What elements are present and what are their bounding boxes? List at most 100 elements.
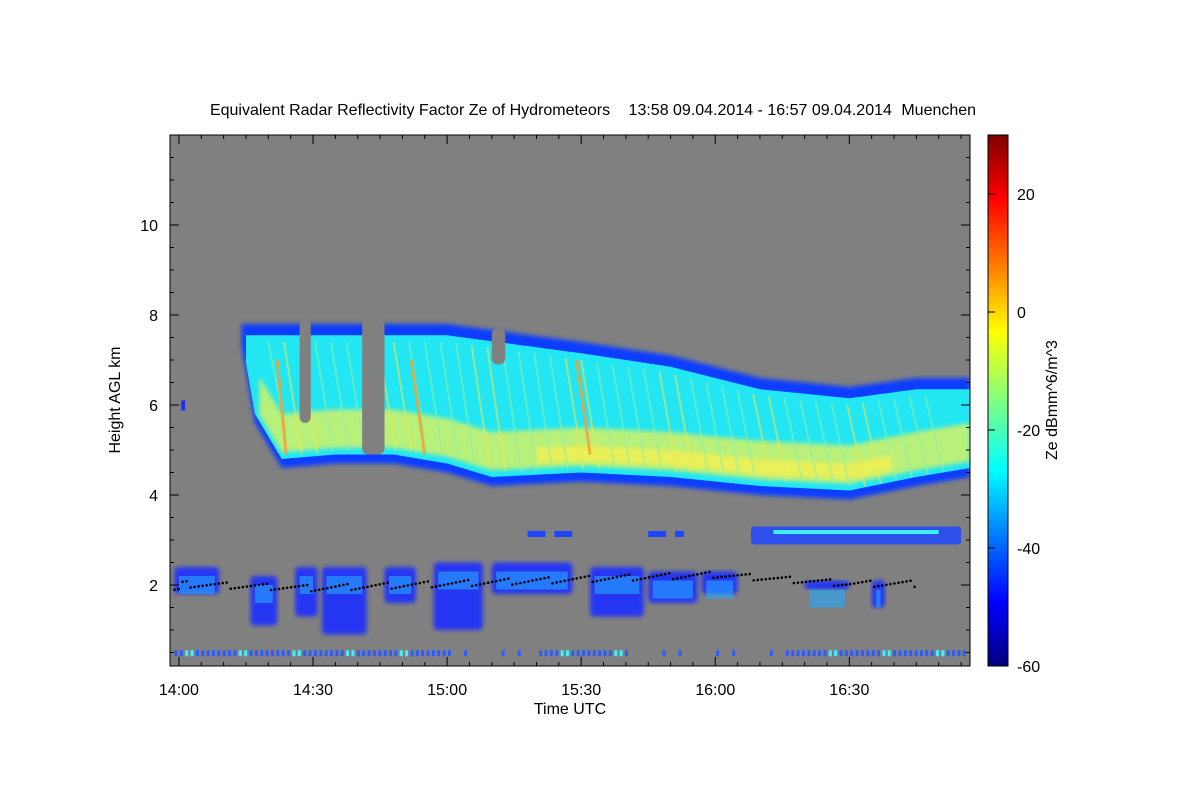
ground-clutter bbox=[287, 650, 291, 657]
melting-layer-point bbox=[466, 578, 470, 582]
mid-echo-speck bbox=[554, 531, 573, 537]
melting-layer-point bbox=[881, 584, 884, 587]
ground-clutter bbox=[812, 650, 816, 657]
melting-layer-point bbox=[317, 588, 321, 592]
ground-clutter bbox=[195, 650, 199, 657]
ground-clutter bbox=[303, 650, 307, 657]
ground-clutter bbox=[850, 650, 854, 657]
ground-clutter bbox=[539, 650, 543, 657]
melting-layer-point bbox=[338, 584, 341, 587]
ground-clutter bbox=[281, 650, 285, 657]
ground-clutter bbox=[442, 650, 446, 657]
melting-layer-point bbox=[752, 579, 755, 582]
fall-streak bbox=[455, 343, 475, 462]
ground-clutter bbox=[179, 650, 183, 657]
melting-layer-point bbox=[446, 582, 450, 586]
melting-layer-point bbox=[772, 577, 776, 580]
melting-layer-point bbox=[659, 573, 663, 577]
melting-layer-point bbox=[434, 585, 438, 588]
melting-layer-point bbox=[293, 585, 297, 588]
colorbar-gradient bbox=[987, 134, 1009, 667]
ground-clutter bbox=[228, 650, 232, 657]
melting-layer-point bbox=[297, 584, 301, 588]
ground-clutter bbox=[249, 650, 253, 657]
fall-streak bbox=[893, 398, 913, 478]
melting-layer-point bbox=[225, 581, 229, 584]
fall-streak bbox=[689, 378, 710, 475]
ground-clutter bbox=[233, 650, 237, 657]
melting-layer-point bbox=[519, 581, 522, 585]
ground-clutter bbox=[582, 650, 586, 657]
ground-clutter bbox=[399, 650, 403, 657]
colorbar-label: Ze dBmm^6/m^3 bbox=[1044, 340, 1061, 460]
fall-streak bbox=[877, 400, 898, 481]
fall-streak bbox=[533, 353, 554, 471]
melting-layer-point bbox=[321, 587, 325, 591]
fall-streak bbox=[736, 390, 757, 480]
melting-layer-point bbox=[313, 589, 317, 592]
melting-layer-point bbox=[535, 578, 538, 582]
melting-layer-point bbox=[269, 588, 273, 592]
melting-layer-point bbox=[643, 576, 647, 580]
fall-streak bbox=[861, 402, 882, 484]
ground-clutter bbox=[308, 650, 312, 657]
ground-clutter bbox=[619, 650, 623, 657]
fall-streak bbox=[282, 341, 303, 455]
ground-clutter bbox=[410, 650, 414, 657]
melting-layer-point bbox=[249, 584, 253, 588]
melting-layer-point bbox=[583, 575, 587, 579]
fall-streak bbox=[392, 341, 413, 451]
melting-layer-point bbox=[426, 580, 430, 583]
melting-layer-point bbox=[265, 582, 269, 586]
ground-clutter bbox=[882, 650, 886, 657]
isolated-echo bbox=[181, 400, 186, 411]
melting-layer-point bbox=[639, 577, 643, 581]
melting-layer-point bbox=[607, 577, 611, 580]
ground-clutter bbox=[297, 650, 301, 657]
fall-streak bbox=[658, 371, 679, 473]
x-tick-label: 16:30 bbox=[829, 682, 869, 699]
colorbar-ticks: 20 0 -20 -40 -60 bbox=[988, 187, 1040, 676]
low-cloud-fragment-core bbox=[652, 580, 693, 599]
melting-layer-point bbox=[901, 580, 904, 584]
colorbar-tick-label: -20 bbox=[1017, 423, 1040, 440]
colorbar-tick-label: -60 bbox=[1017, 659, 1040, 676]
main-cloud-core bbox=[259, 376, 970, 484]
fall-streak bbox=[642, 369, 663, 472]
melting-layer-point bbox=[615, 575, 619, 579]
melting-layer-point bbox=[309, 589, 313, 593]
melting-layer-point bbox=[667, 571, 671, 575]
melting-layer-point bbox=[301, 584, 305, 587]
melting-layer-point bbox=[856, 581, 860, 585]
melting-layer-point bbox=[848, 582, 852, 586]
ground-clutter bbox=[678, 650, 682, 657]
melting-layer-point bbox=[410, 583, 414, 586]
strong-echo-streak bbox=[409, 359, 427, 455]
fall-streak bbox=[580, 359, 601, 469]
ground-clutter bbox=[174, 650, 178, 657]
melting-layer-point bbox=[784, 575, 788, 579]
mid-echo-speck bbox=[648, 531, 667, 537]
colorbar-tick-label: 20 bbox=[1017, 187, 1035, 204]
ground-clutter bbox=[919, 650, 923, 657]
melting-layer-point bbox=[611, 576, 615, 580]
melting-layer-point bbox=[663, 572, 667, 576]
melting-layer-point bbox=[438, 584, 442, 587]
melting-layer-point bbox=[820, 578, 824, 582]
plot-frame bbox=[169, 134, 971, 667]
y-axis: 2 4 6 8 10 bbox=[140, 157, 970, 653]
melting-layer-point bbox=[358, 587, 361, 590]
fall-streak bbox=[799, 399, 820, 484]
melting-layer-point bbox=[595, 579, 599, 583]
x-tick-label: 15:00 bbox=[427, 682, 467, 699]
melting-layer-point bbox=[869, 579, 872, 583]
melting-layer-point bbox=[913, 585, 916, 589]
melting-layer-point bbox=[700, 572, 703, 575]
melting-layer-point bbox=[555, 581, 558, 584]
melting-layer-point bbox=[531, 579, 534, 582]
fall-streak bbox=[705, 382, 726, 477]
melting-layer-point bbox=[454, 581, 458, 584]
fall-streak bbox=[329, 341, 350, 451]
fall-streak bbox=[908, 396, 929, 475]
